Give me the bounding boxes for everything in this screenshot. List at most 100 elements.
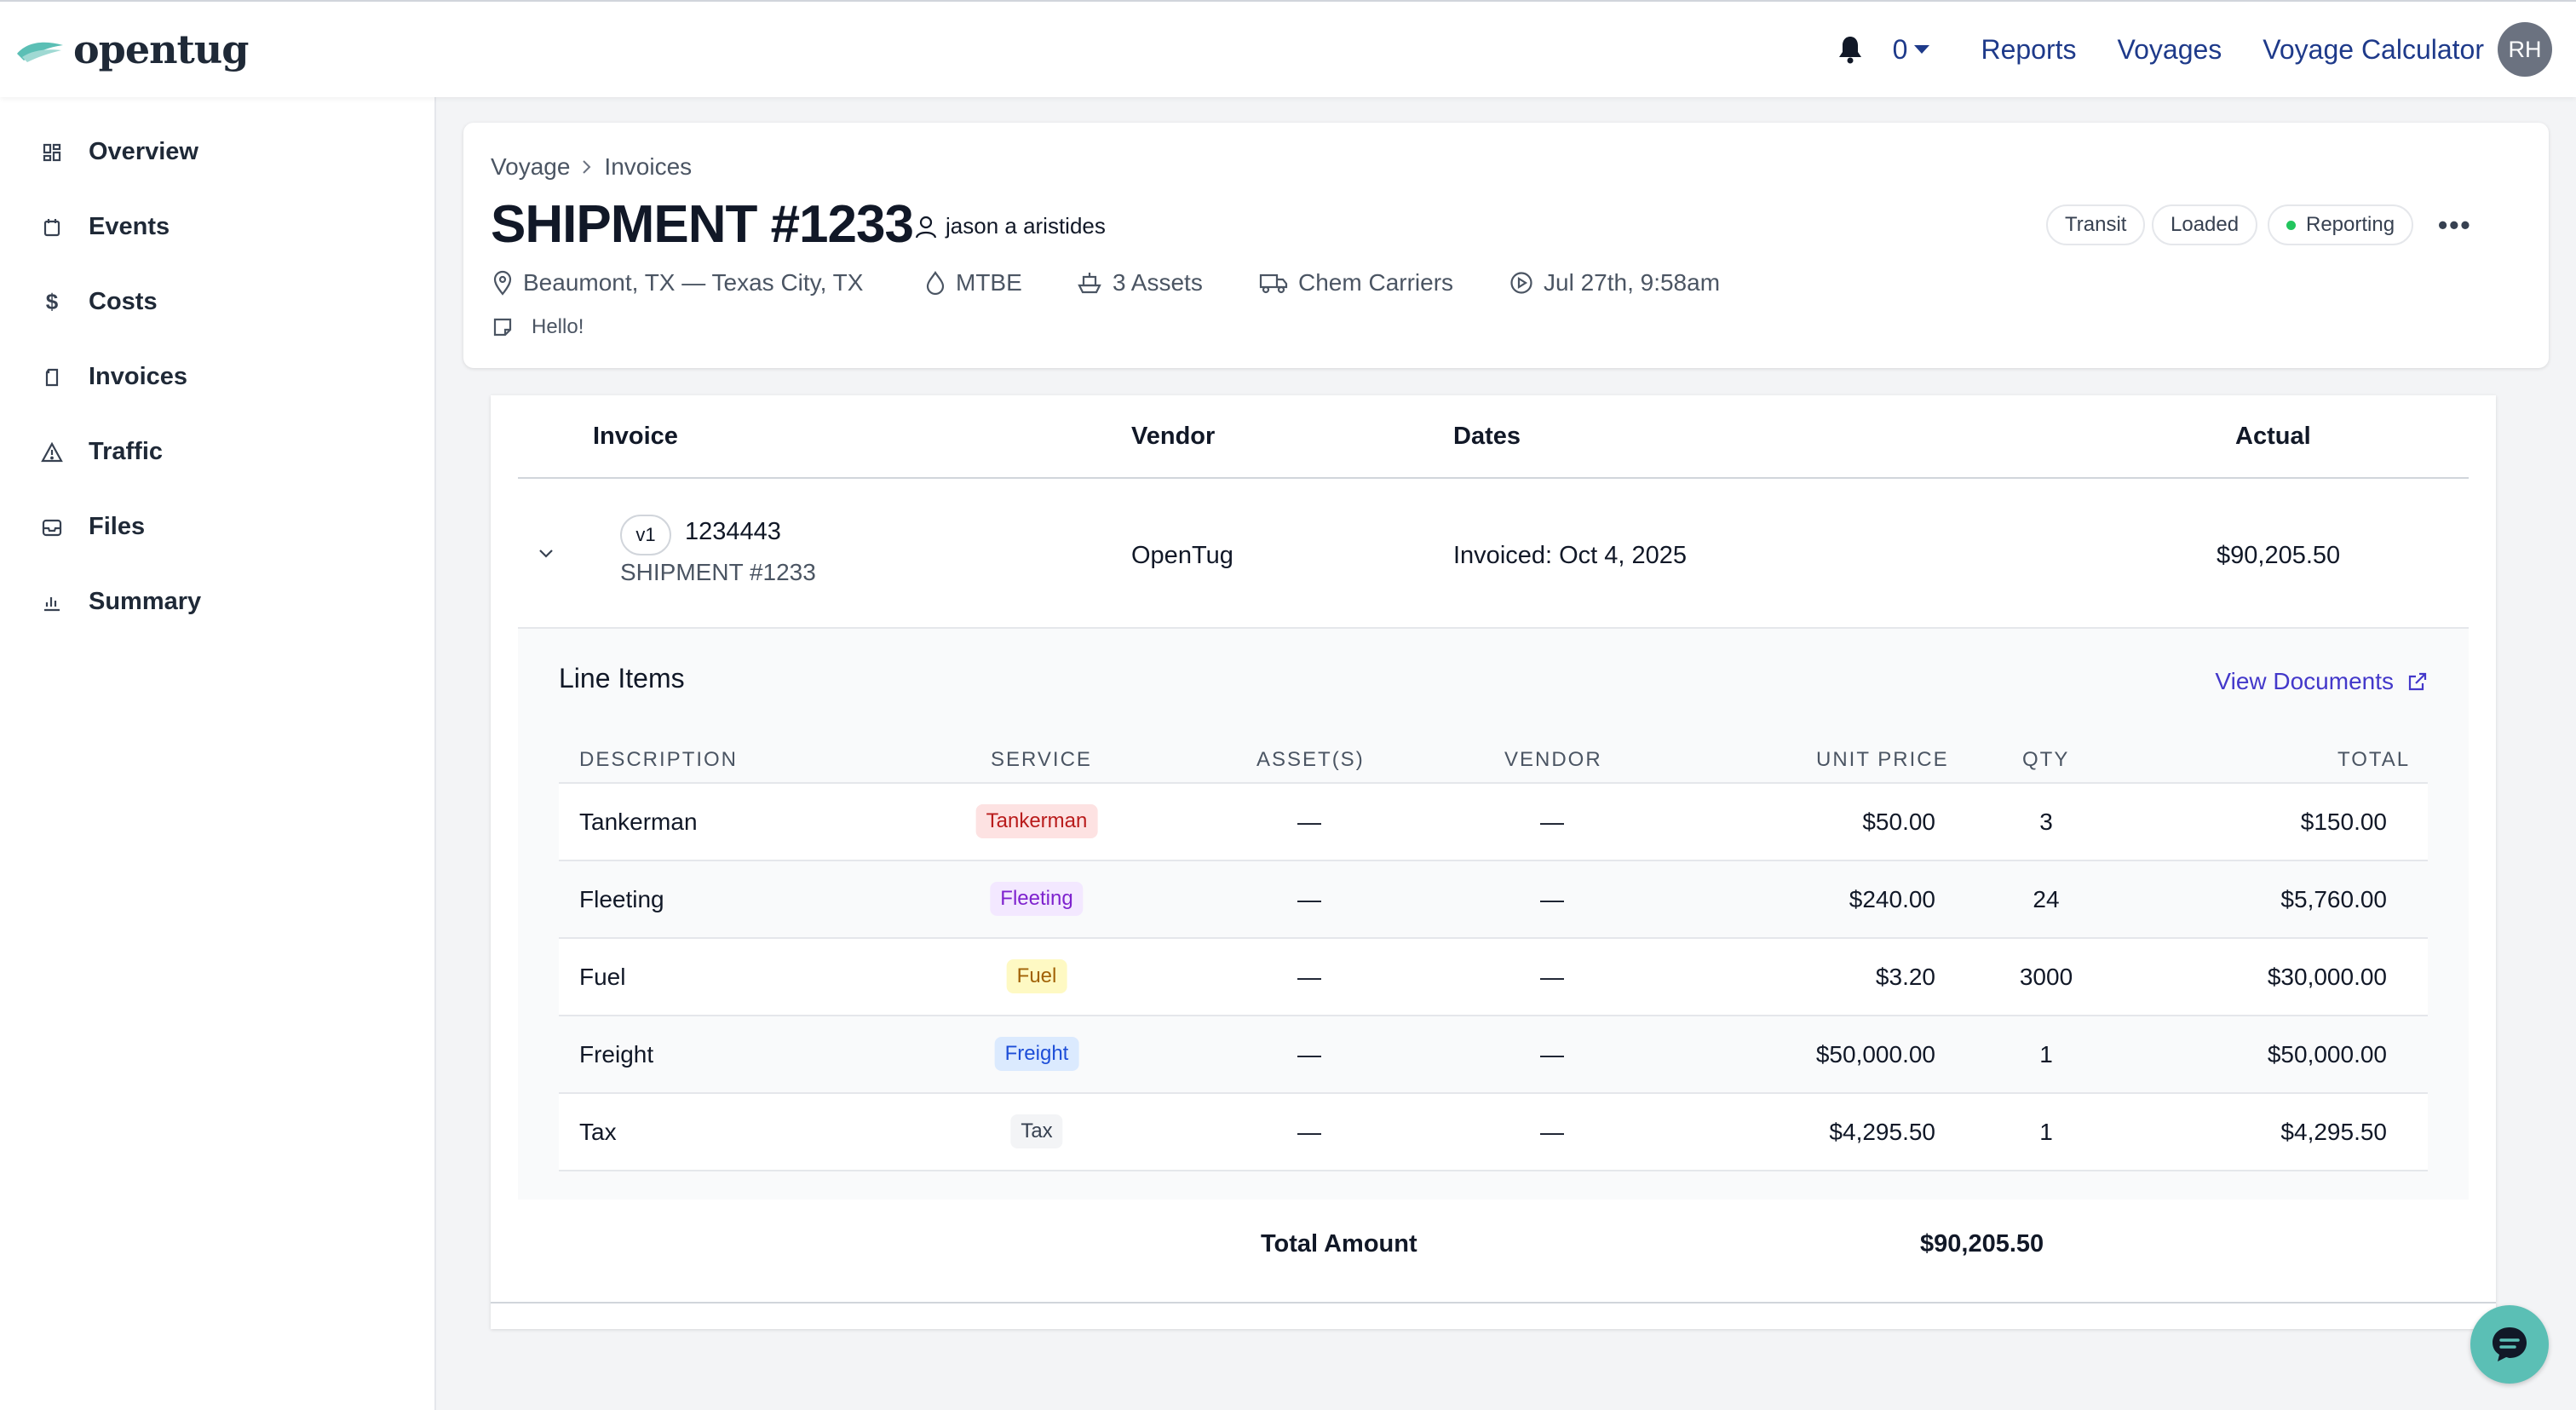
bell-icon[interactable] xyxy=(1825,35,1876,64)
sidebar-item-label: Summary xyxy=(89,588,202,615)
nav-reports[interactable]: Reports xyxy=(1981,33,2077,65)
service-badge: Tax xyxy=(1010,1114,1063,1148)
play-circle-icon xyxy=(1510,272,1532,294)
sidebar-item-costs[interactable]: $ Costs xyxy=(41,288,158,316)
line-item-assets: — xyxy=(1297,809,1321,835)
line-items-header: DESCRIPTION SERVICE ASSET(S) VENDOR UNIT… xyxy=(559,734,2428,784)
sidebar-item-label: Costs xyxy=(89,288,158,315)
invoice-card: Invoice Vendor Dates Actual v1 1234443 S… xyxy=(491,395,2496,1329)
view-documents-link[interactable]: View Documents xyxy=(2215,668,2428,695)
user-icon xyxy=(915,216,937,238)
avatar[interactable]: RH xyxy=(2498,22,2552,77)
sidebar-item-summary[interactable]: Summary xyxy=(41,588,201,616)
breadcrumb: Voyage Invoices xyxy=(491,153,692,181)
line-item-row[interactable]: Tax — — $4,295.50 1 $4,295.50 Tax xyxy=(559,1094,2428,1171)
nav-voyages[interactable]: Voyages xyxy=(2117,33,2222,65)
vendor: Chem Carriers xyxy=(1259,269,1453,296)
external-link-icon xyxy=(2408,672,2427,691)
sidebar-item-traffic[interactable]: Traffic xyxy=(41,438,163,466)
top-bar: opentug 0 Reports Voyages Voyage Calcula… xyxy=(0,0,2576,97)
warning-icon xyxy=(41,441,63,463)
shipment-header-card: Voyage Invoices SHIPMENT #1233 jason a a… xyxy=(463,123,2549,368)
bar-chart-icon xyxy=(41,591,63,613)
note[interactable]: Hello! xyxy=(492,315,584,339)
note-icon xyxy=(493,318,512,337)
status-pill-label: Reporting xyxy=(2306,213,2395,236)
status-pill-loaded[interactable]: Loaded xyxy=(2152,204,2258,245)
header-divider xyxy=(518,477,2469,479)
total-amount-label: Total Amount xyxy=(1261,1230,1417,1257)
total-amount-value: $90,205.50 xyxy=(1920,1230,2044,1257)
droplet-icon xyxy=(926,271,945,296)
sidebar-item-label: Files xyxy=(89,513,146,540)
product: MTBE xyxy=(925,269,1022,296)
sidebar-item-events[interactable]: Events xyxy=(41,213,170,241)
start-time: Jul 27th, 9:58am xyxy=(1509,269,1720,296)
line-item-row[interactable]: Fuel — — $3.20 3000 $30,000.00 Fuel xyxy=(559,939,2428,1016)
column-header-invoice: Invoice xyxy=(593,423,678,450)
sidebar-item-label: Overview xyxy=(89,138,198,165)
column-header-vendor: VENDOR xyxy=(1504,748,1602,771)
line-item-vendor: — xyxy=(1540,886,1564,912)
chevron-right-icon xyxy=(583,160,591,174)
line-item-row[interactable]: Fleeting — — $240.00 24 $5,760.00 Fleeting xyxy=(559,861,2428,939)
notification-count-dropdown[interactable]: 0 xyxy=(1893,34,1930,66)
line-item-assets: — xyxy=(1297,1041,1321,1068)
logo[interactable]: opentug xyxy=(15,26,249,72)
line-item-unit-price: $240.00 xyxy=(1849,886,1935,912)
caret-down-icon xyxy=(1914,45,1930,54)
invoice-shipment: SHIPMENT #1233 xyxy=(620,559,816,585)
more-options-icon[interactable]: ••• xyxy=(2438,210,2472,240)
line-item-unit-price: $50.00 xyxy=(1862,809,1935,835)
sidebar-item-files[interactable]: Files xyxy=(41,513,145,541)
line-item-description: Tankerman xyxy=(579,809,698,835)
line-item-unit-price: $50,000.00 xyxy=(1815,1041,1935,1068)
route: Beaumont, TX — Texas City, TX xyxy=(492,269,863,296)
column-header-description: DESCRIPTION xyxy=(579,748,739,771)
line-item-unit-price: $4,295.50 xyxy=(1829,1119,1935,1145)
line-item-vendor: — xyxy=(1540,809,1564,835)
owner: jason a aristides xyxy=(915,213,1106,239)
nav-voyage-calculator[interactable]: Voyage Calculator xyxy=(2263,33,2484,65)
line-item-row[interactable]: Tankerman — — $50.00 3 $150.00 Tankerman xyxy=(559,784,2428,861)
status-pill-label: Transit xyxy=(2065,213,2127,236)
vendor-text: Chem Carriers xyxy=(1298,269,1454,296)
page-title: SHIPMENT #1233 xyxy=(491,195,914,254)
status-pill-label: Loaded xyxy=(2171,213,2240,236)
line-item-total: $150.00 xyxy=(2300,809,2387,835)
grid-icon xyxy=(41,141,63,164)
dollar-icon: $ xyxy=(45,289,59,314)
truck-icon xyxy=(1259,273,1288,294)
column-header-total: TOTAL xyxy=(2337,748,2411,771)
line-item-row[interactable]: Freight — — $50,000.00 1 $50,000.00 Freight xyxy=(559,1016,2428,1094)
service-badge: Fleeting xyxy=(990,882,1084,916)
sidebar: Overview Events $ Costs Invoices Traffic… xyxy=(0,97,436,1410)
sidebar-item-invoices[interactable]: Invoices xyxy=(41,363,187,391)
notification-count: 0 xyxy=(1892,33,1908,65)
breadcrumb-invoices[interactable]: Invoices xyxy=(604,153,693,180)
line-item-vendor: — xyxy=(1540,1119,1564,1145)
line-item-total: $4,295.50 xyxy=(2280,1119,2387,1145)
status-pill-reporting[interactable]: Reporting xyxy=(2268,204,2414,245)
chevron-down-icon[interactable] xyxy=(538,549,554,559)
chat-icon[interactable] xyxy=(2470,1305,2549,1384)
start-time-text: Jul 27th, 9:58am xyxy=(1544,269,1721,296)
inbox-icon xyxy=(41,516,63,538)
ship-icon xyxy=(1078,273,1101,294)
line-item-assets: — xyxy=(1297,886,1321,912)
sidebar-item-label: Traffic xyxy=(89,438,164,465)
logo-wave-icon xyxy=(17,42,63,62)
invoice-row[interactable]: v1 1234443 SHIPMENT #1233 OpenTug Invoic… xyxy=(518,481,2469,627)
sidebar-item-overview[interactable]: Overview xyxy=(41,138,198,166)
owner-name: jason a aristides xyxy=(946,213,1106,239)
assets-text: 3 Assets xyxy=(1113,269,1203,296)
document-icon xyxy=(41,366,63,388)
status-pill-transit[interactable]: Transit xyxy=(2046,204,2146,245)
line-item-qty: 3 xyxy=(2039,809,2053,835)
line-item-description: Fleeting xyxy=(579,886,664,912)
sidebar-item-label: Events xyxy=(89,213,170,240)
invoice-number: 1234443 xyxy=(685,518,781,545)
line-items-title: Line Items xyxy=(559,663,685,693)
breadcrumb-voyage[interactable]: Voyage xyxy=(491,153,571,180)
line-item-qty: 1 xyxy=(2039,1041,2053,1068)
